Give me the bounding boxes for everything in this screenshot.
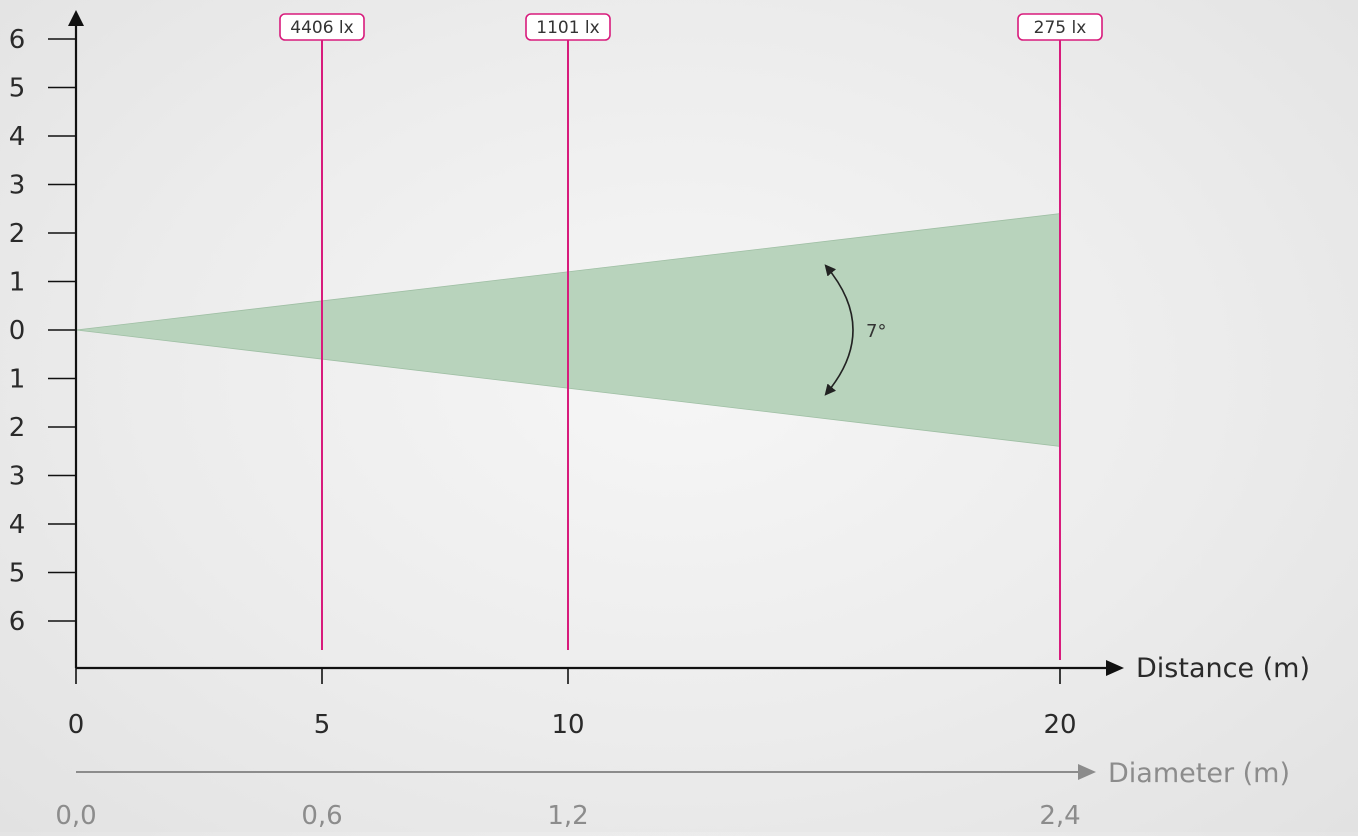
y-tick-label: 4 (9, 122, 26, 152)
distance-tick-label-0: 0 (68, 710, 85, 740)
distance-tick-label-20: 20 (1043, 710, 1076, 740)
y-tick-label: 3 (9, 171, 26, 201)
y-tick-label: 5 (9, 559, 26, 589)
y-tick-label: 2 (9, 413, 26, 443)
y-tick-label: 0 (9, 316, 26, 346)
illuminance-label-5: 4406 lx (290, 18, 353, 38)
diameter-tick-label-0: 0,0 (55, 801, 96, 831)
illuminance-box-20 (1017, 13, 1103, 41)
y-tick-label: 4 (9, 510, 26, 540)
illuminance-label-20: 275 lx (1034, 18, 1087, 38)
y-axis-arrowhead (68, 10, 84, 26)
diameter-axis-title: Diameter (m) (1108, 758, 1290, 789)
illuminance-box-10 (525, 13, 611, 41)
illuminance-box-5 (279, 13, 365, 41)
y-tick-label: 6 (9, 607, 26, 637)
y-tick-label: 6 (9, 25, 26, 55)
diameter-tick-label-20: 2,4 (1039, 801, 1080, 831)
y-tick-label: 1 (9, 365, 26, 395)
y-tick-label: 5 (9, 74, 26, 104)
diameter-axis-arrowhead (1078, 764, 1096, 780)
distance-axis-arrowhead (1106, 660, 1124, 676)
beam-angle-label: 7° (866, 321, 886, 342)
beam-angle-arc (824, 264, 854, 396)
illuminance-label-10: 1101 lx (536, 18, 599, 38)
y-tick-label: 1 (9, 268, 26, 298)
distance-axis-title: Distance (m) (1136, 653, 1310, 684)
y-tick-label: 3 (9, 462, 26, 492)
distance-tick-label-10: 10 (551, 710, 584, 740)
diameter-tick-label-10: 1,2 (547, 801, 588, 831)
distance-tick-label-5: 5 (314, 710, 331, 740)
diameter-tick-label-5: 0,6 (301, 801, 342, 831)
y-tick-label: 2 (9, 219, 26, 249)
